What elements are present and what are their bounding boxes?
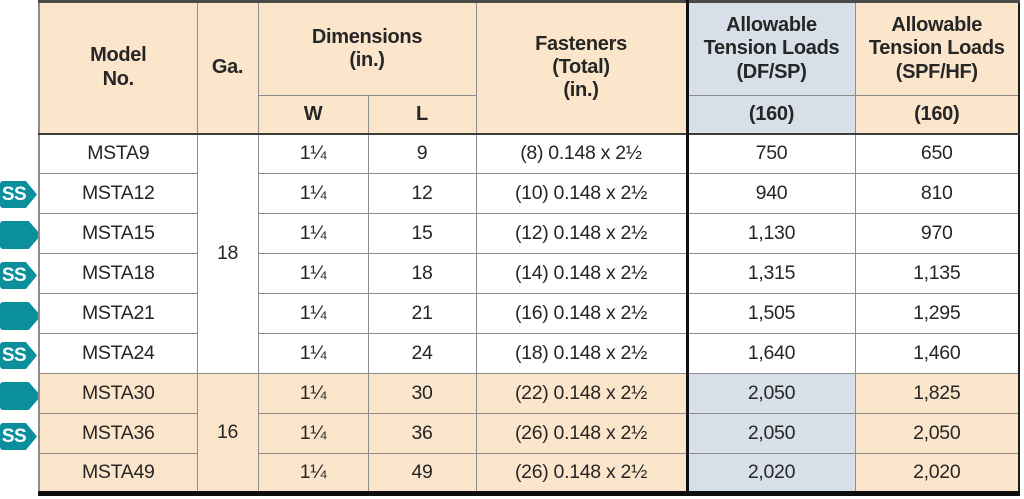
table-row-msta18: MSTA18 1¼ 18 (14) 0.148 x 2½ 1,315 1,135 bbox=[38, 253, 1020, 294]
spfhf-load-cell: 2,020 bbox=[854, 453, 1020, 494]
length-cell: 9 bbox=[367, 133, 477, 174]
spfhf-load-cell: 810 bbox=[854, 173, 1020, 214]
spfhf-load-cell: 1,825 bbox=[854, 373, 1020, 414]
table-row-msta15: MSTA15 1¼ 15 (12) 0.148 x 2½ 1,130 970 bbox=[38, 213, 1020, 254]
length-cell: 15 bbox=[367, 213, 477, 254]
table-row-msta30: MSTA30 16 1¼ 30 (22) 0.148 x 2½ 2,050 1,… bbox=[38, 373, 1020, 494]
spfhf-load-cell: 1,295 bbox=[854, 293, 1020, 334]
table-row-msta49: MSTA49 1¼ 49 (26) 0.148 x 2½ 2,020 2,020 bbox=[38, 453, 1020, 494]
ss-badge-label: SS bbox=[1, 265, 27, 286]
width-cell: 1¼ bbox=[257, 173, 369, 214]
ss-badge-label: SS bbox=[1, 426, 27, 447]
model-cell: MSTA12 bbox=[38, 173, 198, 214]
msta-spec-table: Model No. Ga. Dimensions (in.) Fasteners… bbox=[38, 0, 1020, 496]
length-cell: 30 bbox=[367, 373, 477, 414]
fasteners-cell: (14) 0.148 x 2½ bbox=[475, 253, 688, 294]
model-cell: MSTA49 bbox=[38, 453, 198, 494]
dfsp-load-cell: 1,315 bbox=[685, 253, 856, 294]
model-cell: MSTA24 bbox=[38, 333, 198, 374]
dfsp-load-cell: 1,130 bbox=[685, 213, 856, 254]
table-row-msta36: MSTA36 1¼ 36 (26) 0.148 x 2½ 2,050 2,050 bbox=[38, 413, 1020, 454]
fasteners-cell: (16) 0.148 x 2½ bbox=[475, 293, 688, 334]
spfhf-load-cell: 970 bbox=[854, 213, 1020, 254]
width-cell: 1¼ bbox=[257, 133, 369, 174]
dfsp-load-cell: 1,505 bbox=[685, 293, 856, 334]
col-header-gauge: Ga. bbox=[196, 1, 259, 135]
length-cell: 49 bbox=[367, 453, 477, 494]
arrow-badge-msta30 bbox=[0, 382, 41, 410]
col-subheader-width: W bbox=[257, 95, 369, 135]
ss-badge-msta12: SS bbox=[0, 181, 37, 208]
ss-badge-label: SS bbox=[1, 184, 27, 205]
width-cell: 1¼ bbox=[257, 453, 369, 494]
model-cell: MSTA15 bbox=[38, 213, 198, 254]
col-header-fasteners: Fasteners (Total) (in.) bbox=[475, 1, 688, 135]
width-cell: 1¼ bbox=[257, 293, 369, 334]
fasteners-cell: (18) 0.148 x 2½ bbox=[475, 333, 688, 374]
spfhf-load-cell: 650 bbox=[854, 133, 1020, 174]
width-cell: 1¼ bbox=[257, 413, 369, 454]
table-row-msta9: MSTA9 18 1¼ 9 (8) 0.148 x 2½ 750 650 bbox=[38, 133, 1020, 374]
col-subheader-spfhf-load: (160) bbox=[854, 95, 1020, 135]
fasteners-cell: (12) 0.148 x 2½ bbox=[475, 213, 688, 254]
spfhf-load-cell: 2,050 bbox=[854, 413, 1020, 454]
dfsp-load-cell: 2,020 bbox=[685, 453, 856, 494]
spfhf-load-cell: 1,460 bbox=[854, 333, 1020, 374]
length-cell: 24 bbox=[367, 333, 477, 374]
model-cell: MSTA18 bbox=[38, 253, 198, 294]
ss-badge-msta24: SS bbox=[0, 342, 37, 369]
width-cell: 1¼ bbox=[257, 213, 369, 254]
table-row-msta24: MSTA24 1¼ 24 (18) 0.148 x 2½ 1,640 1,460 bbox=[38, 333, 1020, 374]
col-header-model: Model No. bbox=[38, 1, 198, 135]
dfsp-load-cell: 2,050 bbox=[685, 413, 856, 454]
fasteners-cell: (8) 0.148 x 2½ bbox=[475, 133, 688, 174]
dfsp-load-cell: 1,640 bbox=[685, 333, 856, 374]
spfhf-load-cell: 1,135 bbox=[854, 253, 1020, 294]
fasteners-cell: (26) 0.148 x 2½ bbox=[475, 413, 688, 454]
gauge-cell-group-16: 16 bbox=[196, 373, 259, 494]
dfsp-load-cell: 940 bbox=[685, 173, 856, 214]
width-cell: 1¼ bbox=[257, 253, 369, 294]
model-cell: MSTA30 bbox=[38, 373, 198, 414]
col-header-load-dfsp: Allowable Tension Loads (DF/SP) bbox=[685, 1, 856, 96]
col-header-load-spfhf: Allowable Tension Loads (SPF/HF) bbox=[854, 1, 1020, 96]
length-cell: 18 bbox=[367, 253, 477, 294]
model-cell: MSTA36 bbox=[38, 413, 198, 454]
ss-badge-label: SS bbox=[1, 345, 27, 366]
ss-badge-msta18: SS bbox=[0, 262, 37, 289]
length-cell: 36 bbox=[367, 413, 477, 454]
gauge-cell-group-18: 18 bbox=[196, 133, 259, 374]
col-subheader-dfsp-load: (160) bbox=[685, 95, 856, 135]
width-cell: 1¼ bbox=[257, 373, 369, 414]
fasteners-cell: (10) 0.148 x 2½ bbox=[475, 173, 688, 214]
length-cell: 12 bbox=[367, 173, 477, 214]
dfsp-load-cell: 2,050 bbox=[685, 373, 856, 414]
table-row-msta21: MSTA21 1¼ 21 (16) 0.148 x 2½ 1,505 1,295 bbox=[38, 293, 1020, 334]
fasteners-cell: (26) 0.148 x 2½ bbox=[475, 453, 688, 494]
arrow-badge-msta21 bbox=[0, 302, 41, 330]
fasteners-cell: (22) 0.148 x 2½ bbox=[475, 373, 688, 414]
arrow-badge-msta15 bbox=[0, 221, 41, 249]
model-cell: MSTA9 bbox=[38, 133, 198, 174]
length-cell: 21 bbox=[367, 293, 477, 334]
dfsp-load-cell: 750 bbox=[685, 133, 856, 174]
ss-badge-msta36: SS bbox=[0, 423, 37, 450]
col-subheader-length: L bbox=[367, 95, 477, 135]
model-cell: MSTA21 bbox=[38, 293, 198, 334]
width-cell: 1¼ bbox=[257, 333, 369, 374]
col-header-dimensions: Dimensions (in.) bbox=[257, 1, 477, 96]
table-row-msta12: MSTA12 1¼ 12 (10) 0.148 x 2½ 940 810 bbox=[38, 173, 1020, 214]
